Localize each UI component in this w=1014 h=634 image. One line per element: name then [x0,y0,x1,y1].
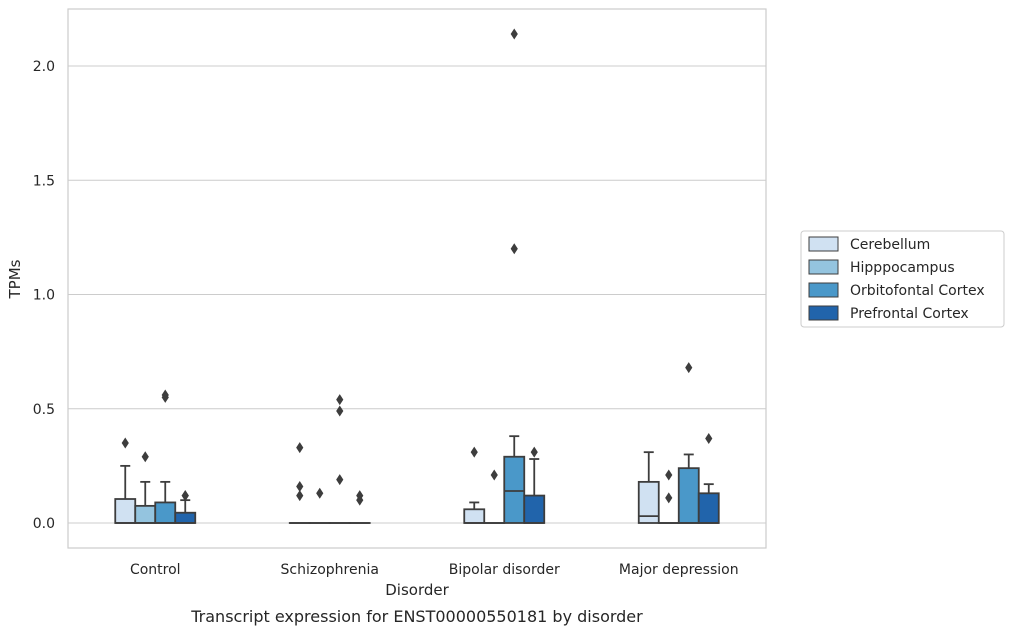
plot-border [67,8,767,549]
plot-frame [67,8,767,549]
legend-label: Prefrontal Cortex [850,306,969,322]
outlier-point [316,487,324,499]
outlier-point [296,490,304,502]
outlier-point [470,446,478,458]
outlier-point [336,394,344,406]
y-tick-labels: 0.0 0.5 1.0 1.5 2.0 [33,59,55,532]
legend-swatch [808,282,839,298]
box [174,511,197,524]
outlier-point [510,28,518,40]
legend-label: Orbitofontal Cortex [850,283,985,299]
x-tick-label: Control [130,562,181,578]
x-tick-label: Bipolar disorder [449,562,560,578]
y-tick-label: 0.5 [33,402,55,418]
legend-label: Cerebellum [850,237,930,253]
x-axis-label: Disorder [385,581,449,599]
legend-swatch [808,305,839,321]
outlier-point [356,494,364,506]
y-tick-label: 2.0 [33,59,55,75]
outlier-point [181,490,189,502]
box [463,508,486,524]
box [134,504,157,524]
outlier-point [141,451,149,463]
chart-caption: Transcript expression for ENST0000055018… [190,607,643,626]
outlier-point [296,442,304,454]
grid-lines [68,65,766,524]
outlier-point [530,446,538,458]
outlier-point [665,492,673,504]
legend-swatch [808,259,839,275]
box [114,498,137,524]
y-tick-label: 1.5 [33,173,55,189]
outlier-point [296,480,304,492]
x-tick-label: Major depression [619,562,739,578]
box [697,492,720,524]
y-axis-label: TPMs [6,259,24,299]
outlier-point [161,391,169,403]
outlier-point [510,243,518,255]
box [523,494,546,524]
box [503,455,526,524]
y-tick-label: 1.0 [33,288,55,304]
outlier-point [490,469,498,481]
outlier-point [336,474,344,486]
outlier-point [685,362,693,374]
legend: Cerebellum Hipppocampus Orbitofontal Corte… [800,230,1005,328]
boxes-layer [114,28,720,524]
outlier-point [336,405,344,417]
box [677,467,700,524]
x-tick-labels: Control Schizophrenia Bipolar disorder Majo… [130,562,739,578]
x-tick-label: Schizophrenia [281,562,379,578]
y-tick-label: 0.0 [33,516,55,532]
legend-label: Hipppocampus [850,260,955,276]
legend-swatch [808,236,839,252]
outlier-point [665,469,673,481]
legend-frame [800,230,1005,328]
box [154,501,177,524]
outlier-point [121,437,129,449]
outlier-point [705,432,713,444]
box [637,480,660,524]
